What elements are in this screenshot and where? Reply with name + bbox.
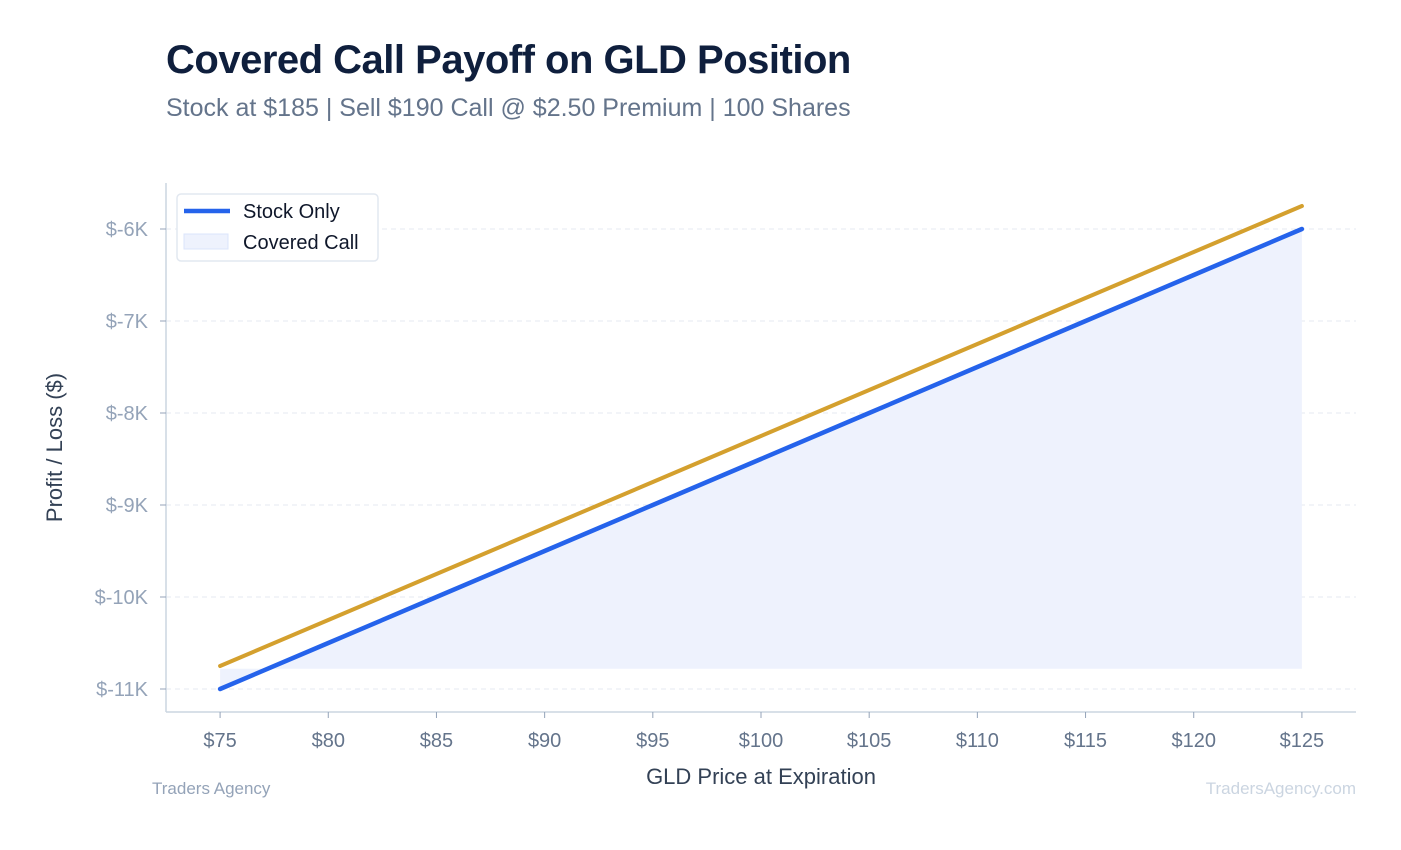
x-tick-label: $125 (1280, 730, 1325, 752)
x-tick-label: $100 (739, 730, 784, 752)
chart-legend: Stock Only Covered Call (176, 193, 379, 262)
legend-label-stock-only: Stock Only (243, 201, 340, 223)
chart-subtitle: Stock at $185 | Sell $190 Call @ $2.50 P… (166, 94, 851, 122)
x-tick-label: $75 (203, 730, 236, 752)
x-tick-label: $95 (636, 730, 669, 752)
x-axis-title: GLD Price at Expiration (646, 764, 876, 789)
y-tick-label: $-10K (95, 587, 149, 609)
x-tick-label: $115 (1064, 730, 1107, 752)
x-tick-label: $105 (847, 730, 892, 752)
y-axis-title: Profit / Loss ($) (42, 373, 67, 522)
legend-label-covered-call: Covered Call (243, 232, 359, 254)
y-tick-label: $-11K (96, 679, 149, 701)
x-tick-label: $85 (420, 730, 453, 752)
footer-website[interactable]: TradersAgency.com (1205, 779, 1356, 798)
x-tick-label: $80 (312, 730, 345, 752)
x-tick-label: $120 (1171, 730, 1216, 752)
covered-call-line (218, 204, 1304, 668)
footer-brand: Traders Agency (152, 779, 271, 798)
x-tick-label: $90 (528, 730, 561, 752)
y-tick-label: $-8K (106, 403, 149, 425)
y-tick-label: $-6K (106, 219, 149, 241)
stock-only-line (217, 226, 1305, 692)
y-tick-label: $-9K (106, 495, 149, 517)
x-tick-label: $110 (956, 730, 999, 752)
legend-swatch-covered-call (183, 233, 229, 250)
chart-title: Covered Call Payoff on GLD Position (166, 38, 851, 82)
y-tick-label: $-7K (106, 311, 149, 333)
